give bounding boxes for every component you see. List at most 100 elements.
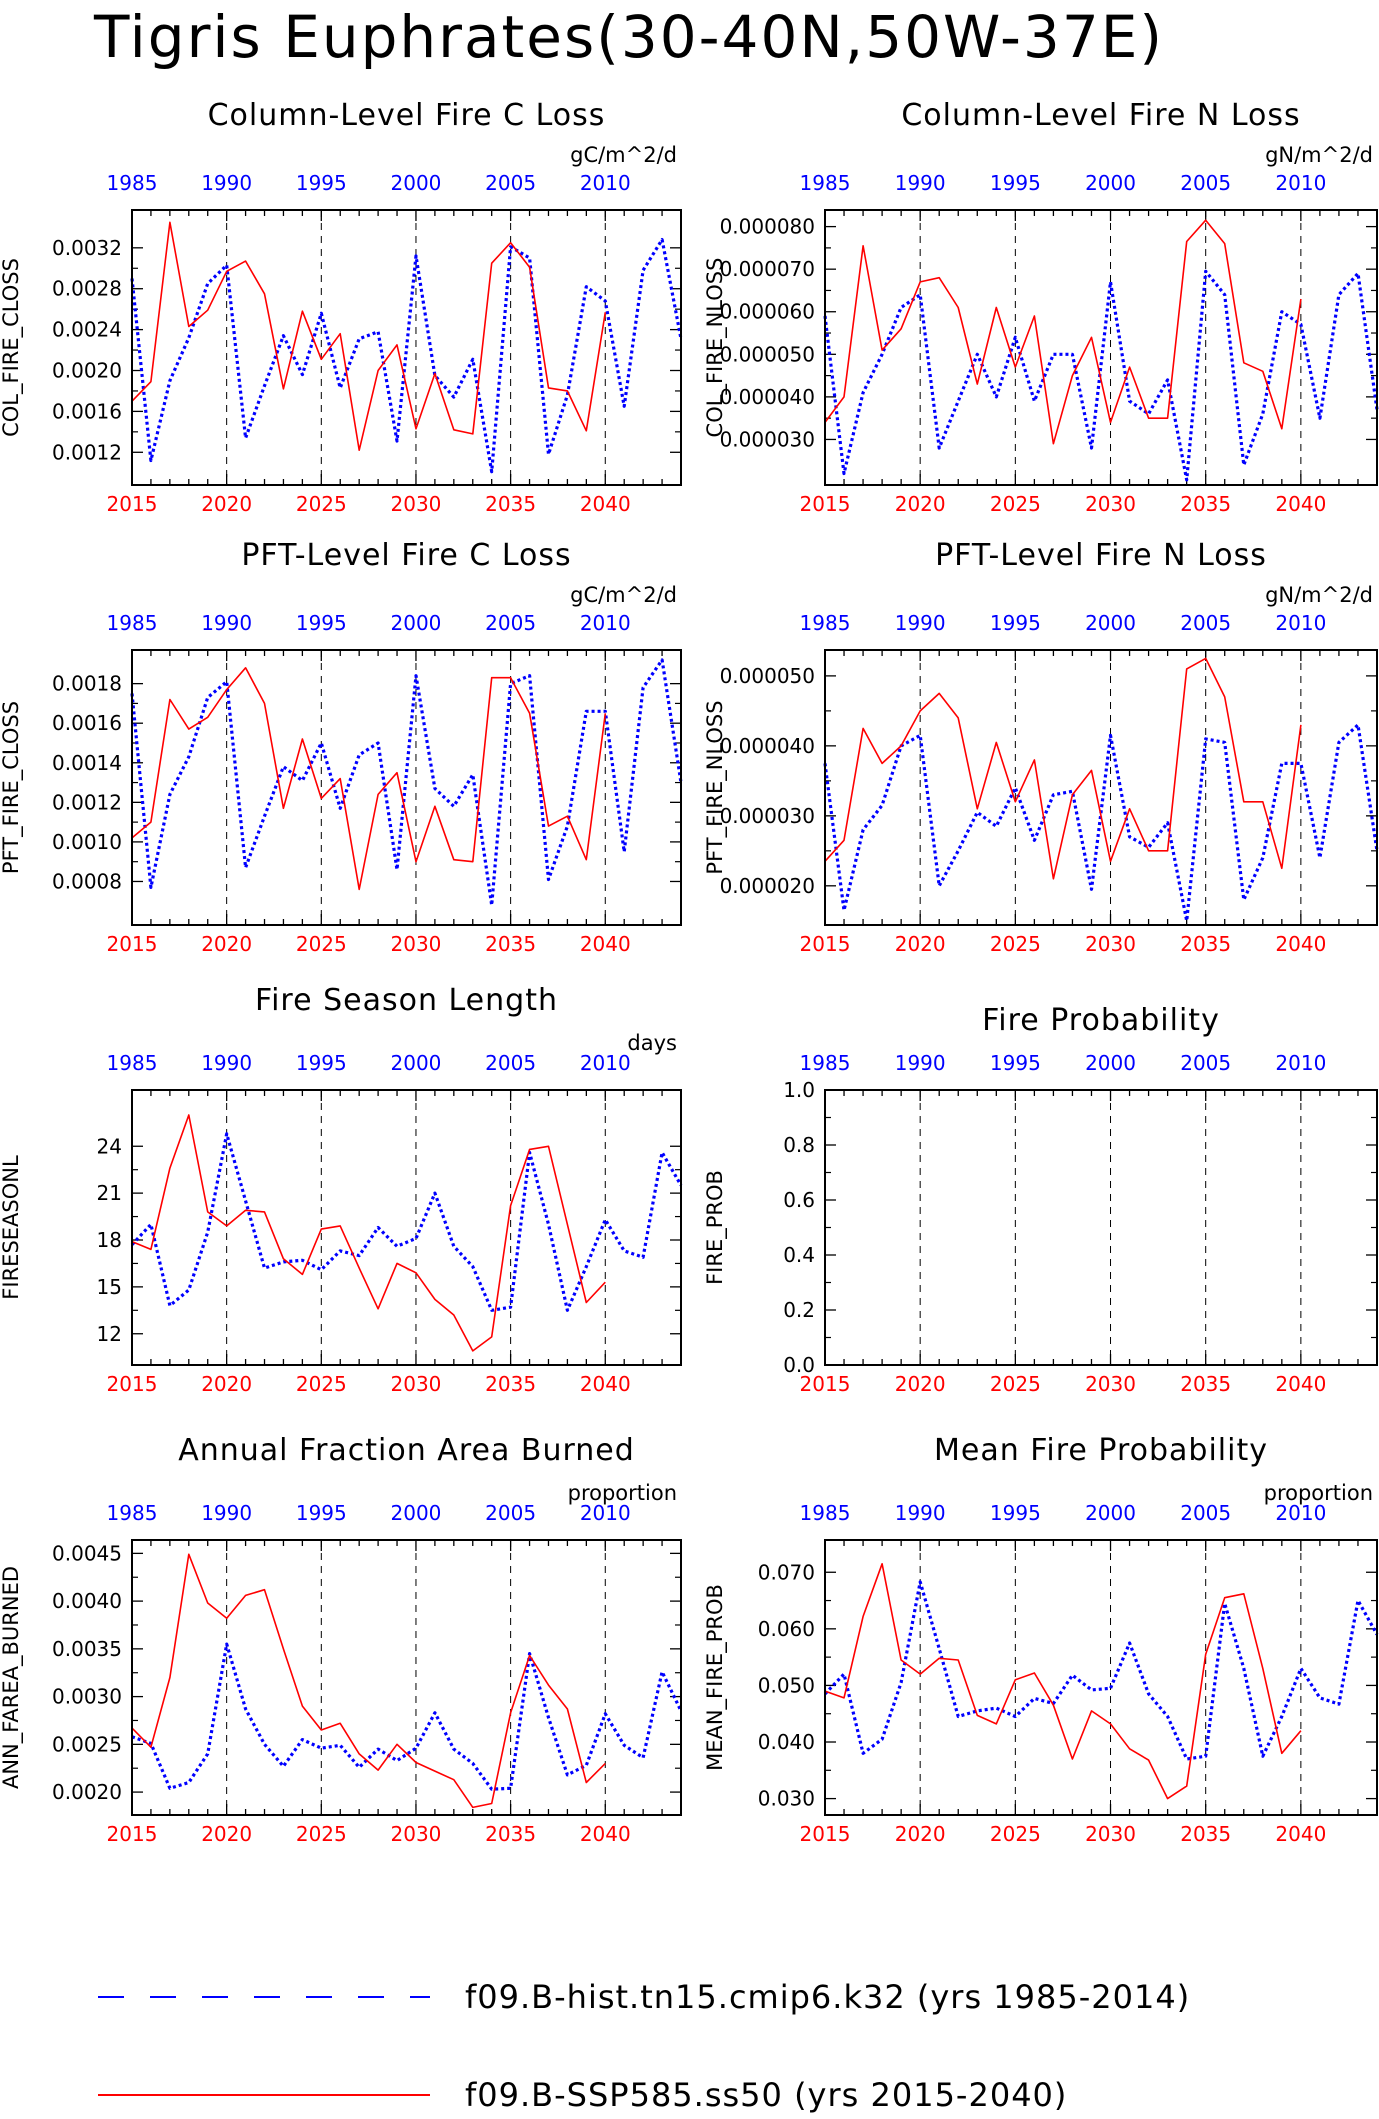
x-tick-label-top: 2010 — [580, 171, 631, 195]
x-tick-label-top: 1985 — [800, 171, 851, 195]
x-tick-label-top: 1990 — [895, 171, 946, 195]
x-tick-label-top: 1985 — [107, 1051, 158, 1075]
series-line-ssp — [131, 666, 607, 891]
units-label: gC/m^2/d — [570, 583, 677, 607]
x-tick-label-top: 1990 — [895, 611, 946, 635]
x-tick-label: 2015 — [107, 1822, 158, 1846]
x-tick-label: 2035 — [1180, 932, 1231, 956]
x-tick-label: 2040 — [580, 492, 631, 516]
x-tick-label-top: 1985 — [800, 611, 851, 635]
panel-title: Fire Season Length — [255, 983, 558, 1018]
panel-3: PFT-Level Fire C Loss gC/m^2/d 2015 2020 202… — [0, 538, 683, 956]
x-tick-label-top: 1985 — [107, 171, 158, 195]
y-tick-label: 0.000070 — [720, 257, 815, 281]
x-tick-label: 2025 — [990, 1822, 1041, 1846]
x-tick-label-top: 1990 — [201, 171, 252, 195]
x-tick-label: 2040 — [580, 1822, 631, 1846]
y-tick-label: 18 — [97, 1228, 122, 1252]
panel-title: Annual Fraction Area Burned — [178, 1433, 635, 1468]
x-tick-label-top: 2010 — [1275, 1051, 1326, 1075]
x-tick-label: 2015 — [107, 1372, 158, 1396]
y-tick-label: 0.000040 — [720, 385, 815, 409]
panel-title: Mean Fire Probability — [934, 1433, 1268, 1468]
x-tick-label: 2025 — [296, 1822, 347, 1846]
x-tick-label-top: 2005 — [1180, 611, 1231, 635]
y-tick-label: 0.000040 — [720, 734, 815, 758]
series-line-hist — [130, 658, 683, 907]
series-line-hist — [131, 1642, 683, 1791]
panel-title: PFT-Level Fire C Loss — [241, 538, 571, 573]
x-tick-label-top: 1995 — [990, 1051, 1041, 1075]
y-tick-label: 0.0 — [783, 1353, 815, 1377]
x-tick-label: 2015 — [800, 492, 851, 516]
series-line-hist — [823, 269, 1379, 482]
x-tick-label: 2030 — [391, 1372, 442, 1396]
y-tick-label: 0.060 — [758, 1617, 815, 1641]
y-tick-label: 0.0040 — [52, 1589, 122, 1613]
y-tick-label: 0.0010 — [52, 830, 122, 854]
y-tick-label: 0.0024 — [52, 318, 122, 342]
y-tick-label: 0.6 — [783, 1188, 815, 1212]
x-tick-label-top: 2010 — [1275, 1501, 1326, 1525]
x-tick-label-top: 1995 — [296, 1051, 347, 1075]
x-tick-label: 2025 — [296, 1372, 347, 1396]
x-tick-label: 2035 — [485, 1372, 536, 1396]
panel-8: Mean Fire Probability proportion 2015 2020 2… — [703, 1433, 1379, 1846]
series-line-ssp — [824, 1563, 1302, 1800]
y-tick-label: 0.000020 — [720, 874, 815, 898]
x-tick-label-top: 1995 — [990, 1501, 1041, 1525]
y-tick-label: 1.0 — [783, 1078, 815, 1102]
y-tick-label: 24 — [97, 1134, 122, 1158]
x-tick-label: 2020 — [895, 932, 946, 956]
y-tick-label: 0.000050 — [720, 342, 815, 366]
y-tick-label: 0.0016 — [52, 711, 122, 735]
legend: f09.B-hist.tn15.cmip6.k32 (yrs 1985-2014… — [98, 1978, 1190, 2114]
legend-label-hist: f09.B-hist.tn15.cmip6.k32 (yrs 1985-2014… — [465, 1978, 1190, 2016]
x-tick-label-top: 2000 — [1085, 171, 1136, 195]
x-tick-label: 2040 — [580, 1372, 631, 1396]
legend-label-ssp: f09.B-SSP585.ss50 (yrs 2015-2040) — [465, 2076, 1067, 2114]
x-tick-label: 2015 — [800, 1372, 851, 1396]
x-tick-label: 2020 — [201, 492, 252, 516]
x-tick-label-top: 2005 — [485, 1051, 536, 1075]
y-tick-label: 0.0014 — [52, 751, 122, 775]
x-tick-label-top: 1995 — [990, 171, 1041, 195]
x-tick-label-top: 2000 — [391, 171, 442, 195]
y-axis-label: FIRE_PROB — [703, 1170, 728, 1285]
panel-title: PFT-Level Fire N Loss — [935, 538, 1267, 573]
y-axis-label: FIRESEASONL — [0, 1155, 23, 1300]
x-tick-label: 2030 — [391, 1822, 442, 1846]
plot-frame — [824, 649, 1378, 926]
y-axis-label: PFT_FIRE_CLOSS — [0, 701, 24, 874]
x-tick-label-top: 1995 — [990, 611, 1041, 635]
x-tick-label: 2025 — [990, 1372, 1041, 1396]
x-tick-label: 2025 — [296, 932, 347, 956]
x-tick-label: 2025 — [296, 492, 347, 516]
x-tick-label: 2030 — [391, 492, 442, 516]
y-tick-label: 0.0032 — [52, 236, 122, 260]
plot-frame — [131, 1089, 682, 1366]
x-tick-label-top: 1990 — [895, 1501, 946, 1525]
x-tick-label-top: 2005 — [1180, 1051, 1231, 1075]
x-tick-label-top: 2005 — [1180, 1501, 1231, 1525]
x-tick-label: 2020 — [201, 932, 252, 956]
x-tick-label-top: 2005 — [485, 611, 536, 635]
y-tick-label: 0.0028 — [52, 277, 122, 301]
x-tick-label: 2015 — [800, 1822, 851, 1846]
series-line-hist — [823, 723, 1379, 923]
x-tick-label: 2040 — [1275, 1822, 1326, 1846]
y-tick-label: 0.030 — [758, 1787, 815, 1811]
x-tick-label: 2025 — [990, 492, 1041, 516]
x-tick-label: 2030 — [1085, 1822, 1136, 1846]
y-tick-label: 0.000030 — [720, 427, 815, 451]
x-tick-label: 2035 — [1180, 1822, 1231, 1846]
x-tick-label: 2015 — [107, 492, 158, 516]
x-tick-label-top: 1985 — [800, 1501, 851, 1525]
series-line-ssp — [131, 1114, 606, 1352]
panel-7: Annual Fraction Area Burned proportion 201… — [0, 1433, 683, 1846]
y-tick-label: 0.000050 — [720, 664, 815, 688]
units-label: proportion — [568, 1481, 677, 1505]
x-tick-label-top: 1985 — [107, 611, 158, 635]
y-tick-label: 12 — [97, 1322, 122, 1346]
y-tick-label: 21 — [97, 1181, 122, 1205]
